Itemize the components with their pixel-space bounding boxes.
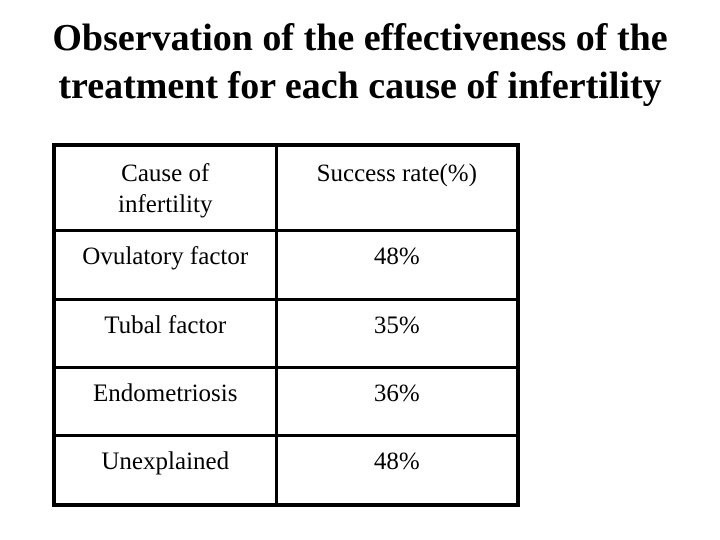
column-header-cause: Cause of infertility — [52, 143, 278, 232]
table-row: Ovulatory factor 48% — [52, 228, 520, 301]
cell-cause: Endometriosis — [52, 365, 278, 437]
cell-cause: Unexplained — [52, 433, 278, 507]
success-rate-table: Cause of infertility Success rate(%) Ovu… — [52, 143, 520, 507]
table-row: Tubal factor 35% — [52, 297, 520, 369]
cell-cause: Ovulatory factor — [52, 228, 278, 301]
cell-rate: 48% — [274, 433, 520, 507]
cell-rate: 35% — [274, 297, 520, 369]
column-header-success-rate: Success rate(%) — [274, 143, 520, 232]
cell-rate: 36% — [274, 365, 520, 437]
cell-cause: Tubal factor — [52, 297, 278, 369]
slide-title-line-1: Observation of the effectiveness of the — [52, 17, 668, 59]
table-row: Unexplained 48% — [52, 433, 520, 507]
table-header-row: Cause of infertility Success rate(%) — [52, 143, 520, 232]
slide-title: Observation of the effectiveness of the … — [0, 14, 720, 110]
cell-rate: 48% — [274, 228, 520, 301]
table-row: Endometriosis 36% — [52, 365, 520, 437]
slide-title-line-2: treatment for each cause of infertility — [58, 65, 662, 107]
